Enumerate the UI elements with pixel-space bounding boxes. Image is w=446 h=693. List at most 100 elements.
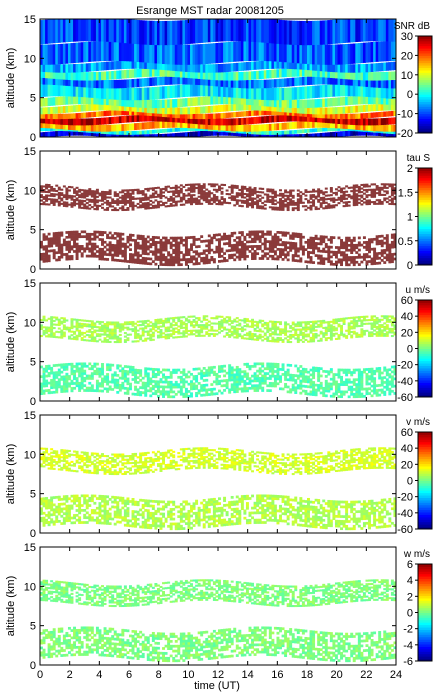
- snr-cell: [365, 63, 369, 73]
- echo-cell: [60, 246, 64, 249]
- snr-cell: [47, 121, 51, 129]
- snr-cell: [139, 78, 143, 87]
- echo-cell: [67, 247, 71, 251]
- echo-cell: [111, 388, 115, 391]
- snr-cell: [187, 121, 191, 129]
- echo-cell: [182, 194, 186, 197]
- echo-cell: [40, 365, 43, 369]
- echo-cell: [368, 245, 371, 249]
- echo-cell: [45, 203, 49, 206]
- echo-cell: [266, 252, 270, 256]
- echo-cell: [301, 367, 305, 371]
- echo-cell: [190, 248, 193, 251]
- snr-cell: [108, 79, 112, 89]
- echo-cell: [245, 187, 249, 191]
- snr-cell: [360, 78, 364, 87]
- echo-cell: [80, 206, 84, 209]
- snr-cell: [139, 68, 143, 78]
- echo-cell: [207, 393, 211, 396]
- echo-cell: [123, 374, 127, 378]
- echo-cell: [296, 384, 300, 387]
- snr-cell: [95, 103, 100, 111]
- snr-cell: [50, 19, 54, 44]
- snr-cell: [52, 113, 56, 120]
- echo-cell: [258, 379, 262, 383]
- echo-cell: [172, 204, 176, 207]
- echo-cell: [312, 371, 316, 375]
- echo-cell: [370, 247, 374, 251]
- echo-cell: [187, 187, 191, 190]
- snr-cell: [95, 19, 100, 42]
- echo-cell: [218, 260, 221, 263]
- echo-cell: [263, 379, 267, 383]
- echo-cell: [279, 255, 282, 259]
- snr-band-7: [40, 95, 396, 109]
- echo-cell: [197, 188, 201, 191]
- snr-cell: [355, 96, 359, 105]
- echo-cell: [73, 202, 76, 205]
- snr-cell: [50, 63, 54, 73]
- echo-cell: [151, 187, 155, 190]
- snr-cell: [47, 69, 51, 79]
- echo-cell: [172, 197, 176, 200]
- echo-cell: [375, 252, 379, 255]
- echo-cell: [273, 196, 277, 199]
- echo-cell: [365, 255, 369, 259]
- echo-cell: [129, 236, 132, 239]
- snr-cell: [80, 72, 84, 81]
- echo-cell: [47, 198, 51, 201]
- snr-cell: [101, 130, 105, 134]
- snr-cell: [129, 115, 133, 123]
- snr-cell: [273, 123, 278, 131]
- echo-cell: [75, 381, 79, 385]
- echo-cell: [347, 248, 351, 252]
- echo-cell: [197, 202, 201, 205]
- echo-cell: [258, 377, 262, 380]
- echo-cell: [75, 379, 79, 383]
- echo-cell: [299, 247, 303, 251]
- snr-cell: [45, 84, 49, 97]
- snr-cell: [329, 107, 334, 115]
- snr-cell: [192, 76, 196, 85]
- echo-cell: [240, 194, 244, 197]
- snr-cell: [90, 79, 94, 88]
- echo-cell: [337, 196, 341, 199]
- echo-cell: [263, 377, 267, 380]
- snr-cell: [167, 112, 171, 118]
- echo-cell: [251, 206, 254, 209]
- echo-cell: [118, 239, 122, 243]
- snr-cell: [296, 99, 300, 109]
- echo-cell: [146, 189, 150, 192]
- echo-cell: [281, 203, 285, 206]
- echo-cell: [167, 205, 171, 208]
- echo-cell: [355, 186, 359, 189]
- echo-cell: [345, 380, 349, 384]
- echo-cell: [322, 394, 326, 397]
- echo-cell: [268, 199, 272, 202]
- echo-cell: [151, 201, 155, 204]
- colorbar-swatch: [418, 101, 432, 105]
- echo-cell: [103, 231, 107, 234]
- snr-cell: [317, 115, 321, 123]
- echo-cell: [205, 249, 209, 253]
- snr-cell: [207, 122, 211, 130]
- snr-cell: [103, 117, 107, 125]
- echo-cell: [291, 194, 295, 197]
- echo-cell: [62, 194, 66, 197]
- echo-cell: [279, 203, 282, 206]
- echo-cell: [210, 368, 214, 372]
- echo-cell: [235, 390, 239, 393]
- echo-cell: [62, 203, 66, 206]
- echo-cell: [378, 261, 382, 265]
- echo-cell: [111, 256, 115, 259]
- snr-cell: [205, 96, 209, 105]
- snr-cell: [164, 114, 168, 122]
- echo-cell: [324, 384, 328, 388]
- echo-cell: [319, 242, 323, 246]
- echo-cell: [317, 367, 321, 370]
- snr-cell: [149, 20, 153, 45]
- snr-cell: [151, 99, 156, 109]
- echo-cell: [75, 254, 79, 258]
- echo-cell: [271, 190, 275, 193]
- snr-cell: [324, 63, 328, 72]
